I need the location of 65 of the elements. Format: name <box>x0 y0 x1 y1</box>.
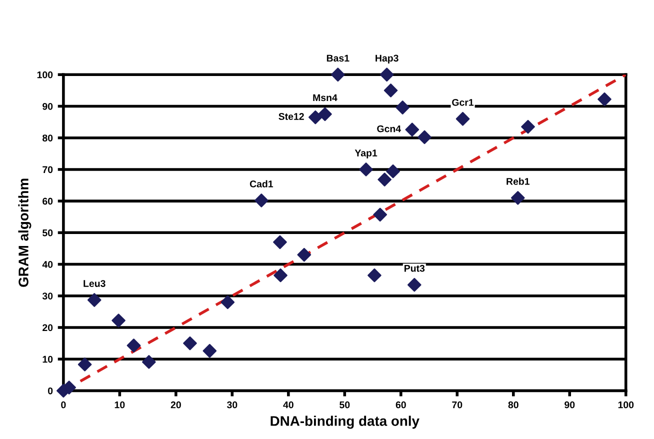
annotation: Reb1 <box>506 178 530 185</box>
point <box>380 68 394 82</box>
annotation: Gcr1 <box>452 98 474 106</box>
point <box>112 314 126 328</box>
point <box>396 100 410 114</box>
y-tick-label: 20 <box>42 324 53 332</box>
annotation: Msn4 <box>313 94 338 102</box>
point <box>142 355 156 369</box>
point <box>274 268 288 282</box>
point <box>598 92 612 106</box>
y-tick-label: 60 <box>42 198 53 205</box>
point <box>368 268 382 282</box>
x-axis-title: DNA-binding data only <box>270 416 420 429</box>
annotation: Hap3 <box>376 54 398 64</box>
x-tick-label: 10 <box>114 401 125 408</box>
point <box>373 208 387 222</box>
point <box>308 110 322 124</box>
point <box>220 295 235 310</box>
x-tick-label: 100 <box>618 401 634 408</box>
annotation: Bas1 <box>326 54 350 62</box>
x-tick-label: 90 <box>564 401 575 408</box>
x-tick-label: 20 <box>170 401 181 408</box>
y-tick-label: 100 <box>37 71 53 78</box>
annotation: Leu3 <box>84 280 106 287</box>
y-tick-label: 70 <box>42 166 53 174</box>
point <box>456 112 470 126</box>
point <box>407 278 422 292</box>
annotation: Cad1 <box>250 180 274 188</box>
point <box>510 190 525 205</box>
point <box>202 344 217 358</box>
point <box>183 336 197 350</box>
point <box>126 338 141 352</box>
annotation: Yap1 <box>354 150 378 158</box>
y-tick-label: 10 <box>42 356 53 363</box>
annotation: Ste12 <box>278 113 304 120</box>
x-tick-label: 70 <box>452 401 462 408</box>
point <box>78 358 92 372</box>
point <box>359 162 373 176</box>
y-tick-label: 30 <box>42 292 53 300</box>
point <box>386 164 400 178</box>
annotation: Gcn4 <box>377 125 401 132</box>
annotation: Put3 <box>404 264 425 272</box>
y-axis-title: GRAM algorithm <box>18 178 32 287</box>
point <box>331 68 345 82</box>
x-tick-label: 60 <box>396 401 406 408</box>
point <box>297 248 312 262</box>
point <box>87 293 102 307</box>
point <box>521 120 535 134</box>
x-tick-label: 50 <box>340 401 350 408</box>
x-tick-label: 40 <box>283 401 294 408</box>
point <box>254 194 268 208</box>
point <box>378 172 392 186</box>
point <box>418 130 432 144</box>
x-tick-label: 80 <box>508 401 518 408</box>
point <box>384 84 398 98</box>
y-tick-label: 50 <box>42 229 53 236</box>
point <box>405 122 420 137</box>
x-tick-label: 0 <box>61 401 66 408</box>
point <box>318 107 332 122</box>
y-tick-label: 40 <box>42 261 53 268</box>
x-tick-label: 30 <box>226 401 238 408</box>
y-tick-label: 0 <box>48 387 53 394</box>
y-tick-label: 80 <box>42 134 53 142</box>
point <box>273 235 287 250</box>
y-tick-label: 90 <box>42 102 53 110</box>
